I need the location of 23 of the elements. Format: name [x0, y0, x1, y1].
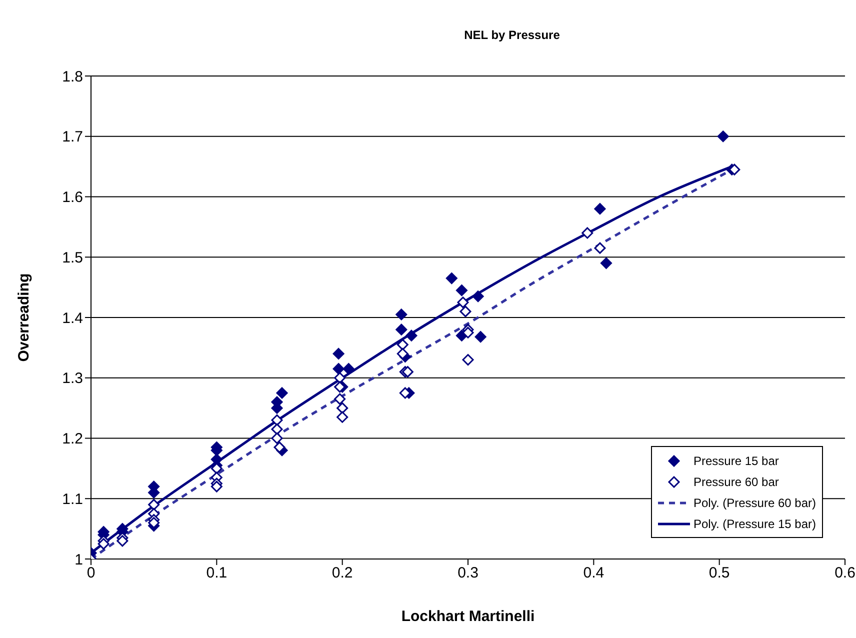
x-tick-label: 0.6 [834, 564, 856, 582]
x-tick-label: 0.5 [708, 564, 730, 582]
legend-label: Pressure 60 bar [694, 474, 779, 488]
y-axis-title: Overreading [15, 273, 32, 362]
y-tick-label: 1 [74, 551, 83, 568]
y-tick-label: 1.7 [62, 128, 83, 146]
y-tick-label: 1.5 [62, 249, 83, 266]
y-tick-label: 1.1 [62, 490, 83, 508]
legend-label: Pressure 15 bar [694, 454, 779, 468]
x-tick-label: 0 [86, 564, 96, 582]
chart-title: NEL by Pressure [463, 28, 561, 42]
y-tick-label: 1.2 [62, 430, 83, 448]
x-tick-label: 0.2 [332, 564, 353, 582]
y-tick-label: 1.6 [62, 189, 83, 206]
x-axis-title: Lockhart Martinelli [401, 608, 535, 625]
y-tick-label: 1.3 [62, 370, 83, 388]
x-tick-label: 0.3 [458, 564, 478, 582]
legend-label: Poly. (Pressure 15 bar) [694, 516, 816, 530]
y-tick-label: 1.4 [62, 310, 83, 327]
x-tick-label: 0.4 [583, 564, 604, 582]
y-tick-label: 1.8 [62, 68, 83, 86]
legend-label: Poly. (Pressure 60 bar) [694, 496, 816, 510]
x-tick-label: 0.1 [206, 564, 228, 582]
